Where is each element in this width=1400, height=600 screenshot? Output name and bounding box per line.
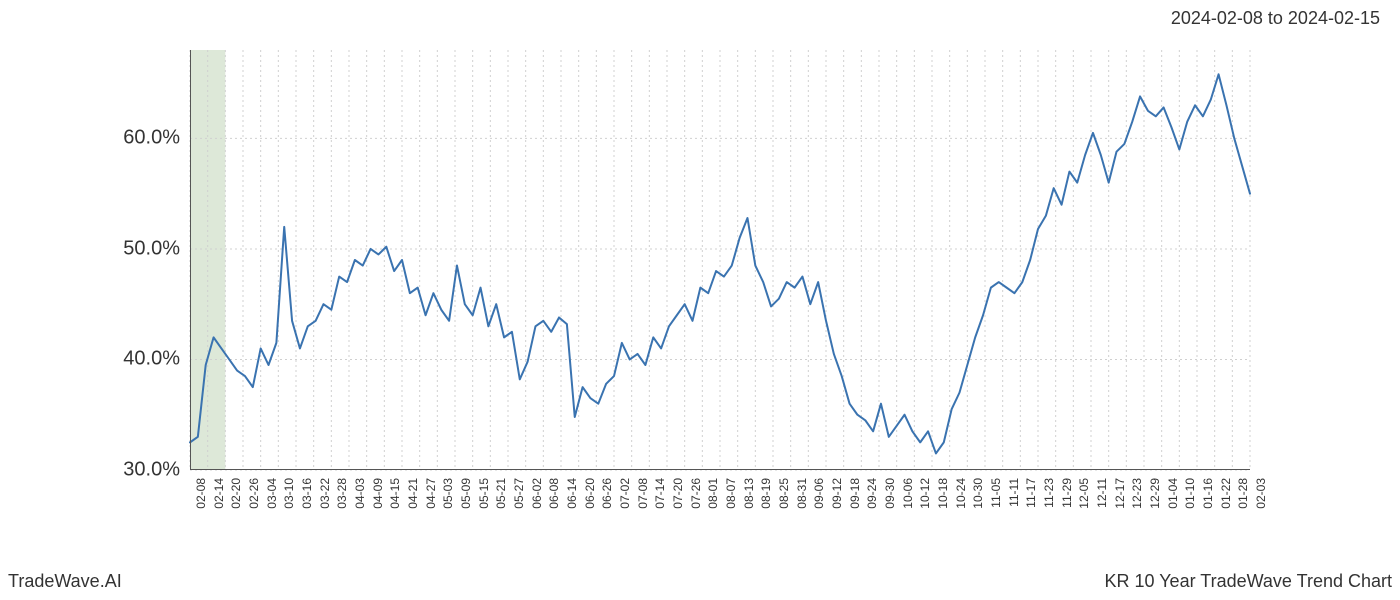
x-tick-label: 03-04 xyxy=(265,478,279,509)
x-tick-label: 01-10 xyxy=(1183,478,1197,509)
x-tick-label: 07-08 xyxy=(636,478,650,509)
x-tick-label: 12-17 xyxy=(1113,478,1127,509)
x-tick-label: 05-21 xyxy=(494,478,508,509)
x-tick-label: 02-20 xyxy=(229,478,243,509)
x-tick-label: 05-03 xyxy=(441,478,455,509)
x-tick-label: 01-04 xyxy=(1166,478,1180,509)
x-tick-label: 10-12 xyxy=(918,478,932,509)
x-tick-label: 10-18 xyxy=(936,478,950,509)
x-tick-label: 12-29 xyxy=(1148,478,1162,509)
x-tick-label: 12-11 xyxy=(1095,478,1109,508)
x-tick-label: 04-27 xyxy=(424,478,438,509)
y-tick-label: 50.0% xyxy=(100,237,180,260)
x-tick-label: 04-21 xyxy=(406,478,420,509)
x-tick-label: 09-18 xyxy=(848,478,862,509)
x-tick-label: 08-07 xyxy=(724,478,738,509)
x-tick-label: 02-14 xyxy=(212,478,226,509)
y-tick-label: 60.0% xyxy=(100,127,180,150)
brand-label: TradeWave.AI xyxy=(8,571,122,592)
x-tick-label: 01-22 xyxy=(1219,478,1233,509)
x-tick-label: 04-09 xyxy=(371,478,385,509)
chart-container: 30.0%40.0%50.0%60.0% 02-0802-1402-2002-2… xyxy=(190,50,1250,470)
x-tick-label: 09-06 xyxy=(812,478,826,509)
date-range: 2024-02-08 to 2024-02-15 xyxy=(1171,8,1380,29)
x-tick-label: 11-11 xyxy=(1007,478,1021,507)
x-tick-label: 08-25 xyxy=(777,478,791,509)
x-tick-label: 12-05 xyxy=(1077,478,1091,509)
x-tick-label: 02-26 xyxy=(247,478,261,509)
x-tick-label: 05-09 xyxy=(459,478,473,509)
x-tick-label: 09-30 xyxy=(883,478,897,509)
x-tick-label: 11-23 xyxy=(1042,478,1056,508)
x-tick-label: 08-13 xyxy=(742,478,756,509)
plot-area xyxy=(190,50,1250,470)
chart-title: KR 10 Year TradeWave Trend Chart xyxy=(1105,571,1393,592)
x-tick-label: 10-06 xyxy=(901,478,915,509)
x-tick-label: 01-16 xyxy=(1201,478,1215,509)
x-tick-label: 07-14 xyxy=(653,478,667,509)
x-tick-label: 11-29 xyxy=(1060,478,1074,508)
x-tick-label: 10-30 xyxy=(971,478,985,509)
x-tick-label: 07-20 xyxy=(671,478,685,509)
x-tick-label: 08-01 xyxy=(706,478,720,509)
x-tick-label: 03-28 xyxy=(335,478,349,509)
x-tick-label: 01-28 xyxy=(1236,478,1250,509)
x-tick-label: 02-08 xyxy=(194,478,208,509)
x-tick-label: 04-15 xyxy=(388,478,402,509)
x-tick-label: 05-27 xyxy=(512,478,526,509)
x-tick-label: 12-23 xyxy=(1130,478,1144,509)
x-tick-label: 11-17 xyxy=(1024,478,1038,508)
x-tick-label: 09-12 xyxy=(830,478,844,509)
x-tick-label: 06-14 xyxy=(565,478,579,509)
y-tick-label: 30.0% xyxy=(100,459,180,482)
x-tick-label: 06-20 xyxy=(583,478,597,509)
x-tick-label: 02-03 xyxy=(1254,478,1268,509)
x-tick-label: 05-15 xyxy=(477,478,491,509)
x-tick-label: 09-24 xyxy=(865,478,879,509)
x-tick-label: 11-05 xyxy=(989,478,1003,508)
x-tick-label: 04-03 xyxy=(353,478,367,509)
x-tick-label: 08-19 xyxy=(759,478,773,509)
x-tick-label: 03-16 xyxy=(300,478,314,509)
x-tick-label: 06-08 xyxy=(547,478,561,509)
x-tick-label: 03-22 xyxy=(318,478,332,509)
x-tick-label: 10-24 xyxy=(954,478,968,509)
x-tick-label: 03-10 xyxy=(282,478,296,509)
x-tick-label: 08-31 xyxy=(795,478,809,509)
x-tick-label: 06-26 xyxy=(600,478,614,509)
y-tick-label: 40.0% xyxy=(100,348,180,371)
x-tick-label: 07-26 xyxy=(689,478,703,509)
x-tick-label: 06-02 xyxy=(530,478,544,509)
x-tick-label: 07-02 xyxy=(618,478,632,509)
